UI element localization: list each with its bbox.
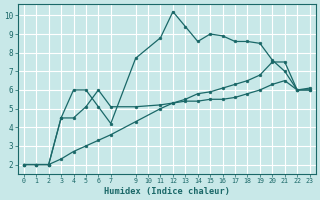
X-axis label: Humidex (Indice chaleur): Humidex (Indice chaleur) (104, 187, 230, 196)
